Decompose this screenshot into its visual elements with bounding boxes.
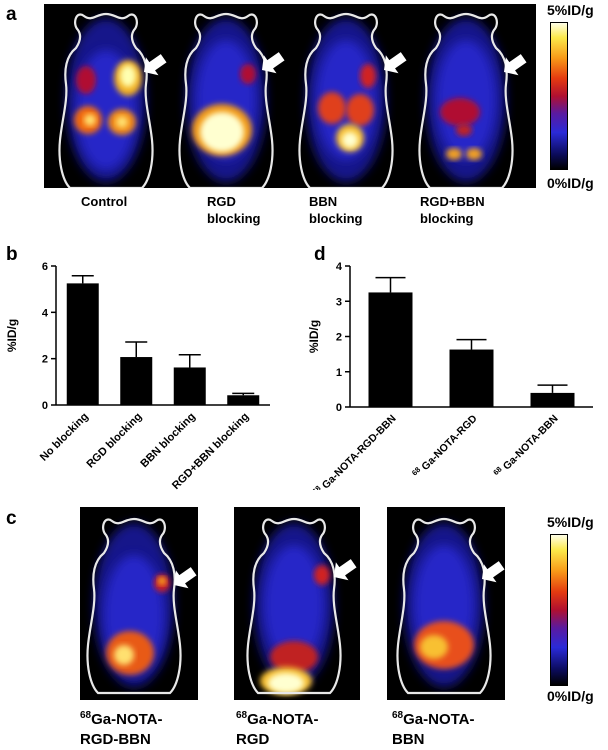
caption-line: Ga-NOTA- [403,711,475,728]
bar [173,367,206,405]
panel-letter-d: d [314,244,326,265]
caption-bbn-blocking: BBN blocking [309,193,362,227]
caption-line: RGD+BBN [420,194,485,209]
caption-line: RGD-BBN [80,731,151,748]
x-tick-label: 68 Ga-NOTA-BBN [491,411,560,480]
caption-line: BBN [309,194,338,209]
mouse-image-control [58,12,170,188]
caption-line: RGD [236,731,270,748]
x-tick-label: No blocking [38,411,91,464]
caption-rgd-blocking: RGD blocking [207,193,260,227]
y-axis-label: %ID/g [5,319,19,352]
bar [66,283,99,405]
caption-line: blocking [309,211,363,226]
caption-superscript: 68 [80,710,92,721]
colorbar-c [550,534,568,686]
caption-superscript: 68 [236,710,248,721]
y-tick-label: 3 [336,296,342,308]
caption-line: Ga-NOTA- [247,711,319,728]
panel-letter-b: b [6,244,18,265]
x-tick-text: Ga-NOTA-BBN [499,413,561,475]
x-tick-text: Ga-NOTA-RGD-BBN [318,413,399,490]
caption-rgd-bbn-blocking: RGD+BBN blocking [420,193,485,227]
x-tick-text: Ga-NOTA-RGD [417,412,480,475]
colorbar-max-label-c: 5%ID/g [547,514,594,530]
caption-nota-rgd: 68Ga-NOTA- RGD [236,706,319,750]
colorbar-max-label-a: 5%ID/g [547,2,594,18]
caption-line: Control [81,194,128,209]
x-tick-label: BBN blocking [138,411,197,470]
y-axis-label: %ID/g [308,320,321,353]
bar [530,392,575,407]
y-tick-label: 1 [336,367,342,379]
caption-control: Control [81,193,127,210]
y-tick-label: 4 [336,261,343,273]
y-tick-label: 4 [42,307,49,319]
mouse-image-nota-rgd-bbn [80,507,200,700]
mouse-image-nota-rgd [234,507,360,700]
x-tick-label: 68 Ga-NOTA-RGD-BBN [310,411,398,490]
x-tick-label: 68 Ga-NOTA-RGD [410,411,480,481]
bar [368,292,413,407]
colorbar-min-label-a: 0%ID/g [547,175,594,191]
panel-letter-a: a [6,4,17,25]
mouse-image-bbn-blocking [298,12,410,188]
y-tick-label: 0 [336,402,342,414]
caption-line: blocking [207,211,261,226]
mouse-image-nota-bbn [387,507,508,700]
colorbar-a [550,22,568,170]
mouse-image-rgd-bbn-blocking [418,12,530,188]
x-tick-label: RGD blocking [84,411,144,471]
colorbar-min-label-c: 0%ID/g [547,688,594,704]
caption-nota-rgd-bbn: 68Ga-NOTA- RGD-BBN [80,706,163,750]
bar [120,357,153,405]
caption-line: Ga-NOTA- [91,711,163,728]
caption-nota-bbn: 68Ga-NOTA- BBN [392,706,475,750]
y-tick-label: 6 [42,261,48,273]
bar [449,349,494,407]
bar-chart-d: 0 1 2 3 4 %ID/g 68 Ga-NOTA-RGD-BBN 68 Ga-NOTA-R… [308,261,593,490]
caption-line: blocking [420,211,474,226]
pet-scan-strip-a [44,4,536,188]
y-tick-label: 2 [42,354,48,366]
y-tick-label: 2 [336,332,342,344]
caption-superscript: 68 [392,710,404,721]
pet-scan-strip-c [80,507,508,700]
bar [227,395,260,405]
x-tick-superscript: 68 [310,484,322,490]
panel-letter-c: c [6,508,17,529]
y-tick-label: 0 [42,400,48,412]
caption-line: BBN [392,731,425,748]
caption-line: RGD [207,194,236,209]
mouse-image-rgd-blocking [178,12,288,188]
